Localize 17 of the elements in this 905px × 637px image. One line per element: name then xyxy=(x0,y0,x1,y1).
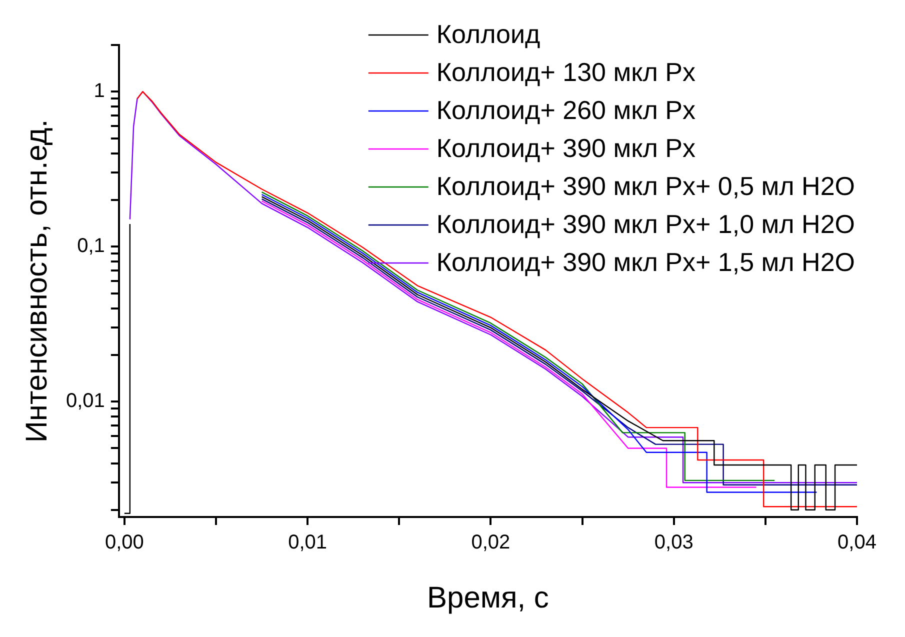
y-tick-label: 0,1 xyxy=(77,235,105,258)
y-tick-label: 1 xyxy=(94,80,105,102)
x-tick-label: 0,02 xyxy=(471,532,510,554)
legend-label: Коллоид+ 260 мкл Px xyxy=(436,95,696,126)
legend-label: Коллоид+ 390 мкл Px+ 0,5 мл H2O xyxy=(436,171,856,202)
x-tick-label: 0,00 xyxy=(104,532,144,554)
legend-label: Коллоид+ 390 мкл Px+ 1,5 мл H2O xyxy=(436,247,856,278)
y-axis-title: Интенсивность, отн.ед. xyxy=(20,119,54,443)
x-tick-label: 0,01 xyxy=(288,532,328,554)
legend-label: Коллоид+ 390 мкл Px xyxy=(436,133,696,164)
x-tick-label: 0,03 xyxy=(654,532,694,554)
x-tick-label: 0,04 xyxy=(838,532,876,554)
y-tick-label: 0,01 xyxy=(66,390,105,412)
legend-label: Коллоид xyxy=(436,19,540,50)
legend-label: Коллоид+ 390 мкл Px+ 1,0 мл H2O xyxy=(436,209,856,240)
x-axis-title: Время, с xyxy=(427,581,549,614)
legend-label: Коллоид+ 130 мкл Px xyxy=(436,57,696,88)
